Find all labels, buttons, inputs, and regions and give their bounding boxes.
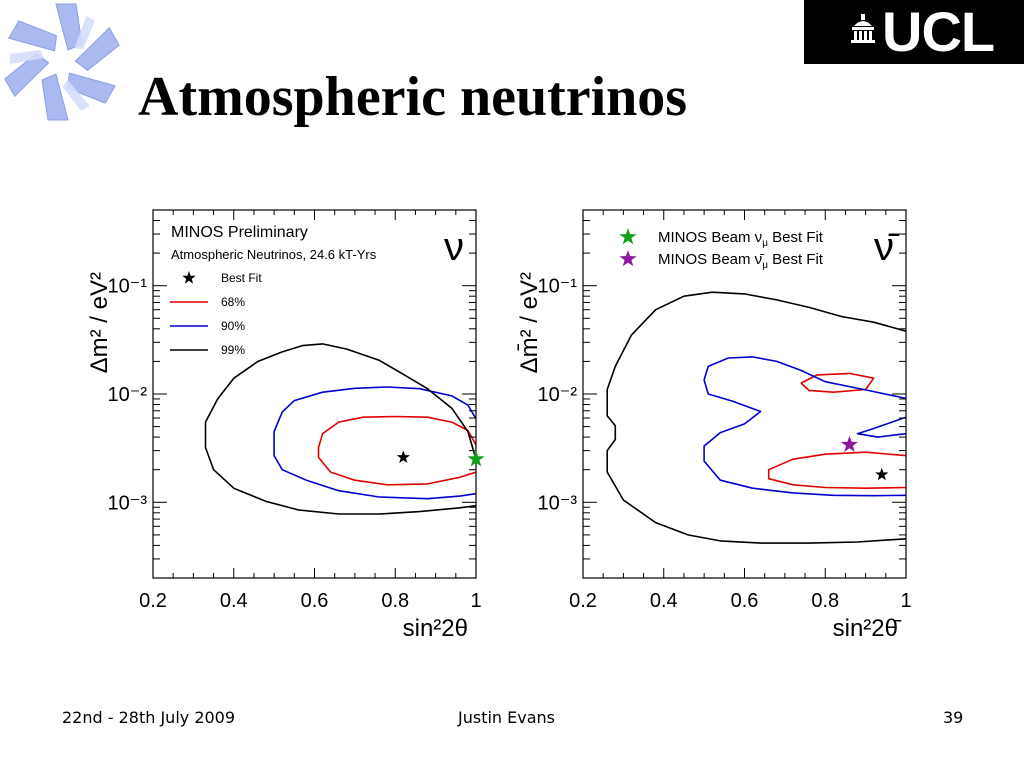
contour-90%-inner (856, 416, 906, 438)
contour-99% (204, 343, 476, 515)
contour-group (204, 343, 476, 515)
contour-68% (767, 451, 906, 489)
footer-date: 22nd - 28th July 2009 (62, 708, 236, 727)
best-fit-marker (875, 467, 889, 481)
contour-90% (703, 356, 906, 497)
x-tick-label: 0.4 (650, 590, 678, 612)
legend-label: 90% (221, 319, 245, 333)
ucl-logo-text: UCL (882, 0, 995, 63)
legend-label-tail: Best Fit (768, 251, 824, 268)
x-tick-label: 1 (470, 590, 481, 612)
x-axis-label: sin²2θ (403, 615, 468, 642)
ucl-logo: UCL (804, 0, 1024, 64)
legend-label: 68% (221, 295, 245, 309)
y-tick-label: 10⁻³ (538, 492, 578, 514)
legend-label-text: MINOS Beam ν̄ (658, 251, 764, 268)
chart-subtitle: Atmospheric Neutrinos, 24.6 kT-Yrs (171, 247, 377, 262)
y-tick-label: 10⁻¹ (538, 276, 578, 298)
footer-author: Justin Evans (458, 708, 555, 727)
y-tick-label: 10⁻² (538, 384, 578, 406)
x-tick-label: 0.8 (811, 590, 839, 612)
y-axis-label: Δm² / eV² (86, 272, 113, 373)
legend-label-text: MINOS Beam ν (658, 229, 762, 246)
legend-label-subscript: μ (762, 238, 768, 249)
y-axis-label: Δm̄² / eV² (516, 272, 543, 373)
legend-label: MINOS Beam ν̄μ Best Fit (658, 251, 824, 271)
beam-nu-best-fit-marker (467, 450, 485, 467)
legend-label-tail: Best Fit (768, 229, 824, 246)
x-tick-label: 0.2 (139, 590, 167, 612)
contour-68%-upper (800, 372, 875, 393)
x-tick-label: 0.4 (220, 590, 248, 612)
x-axis-label: sin²2θ̄ (833, 615, 902, 642)
legend-star-icon (182, 271, 196, 284)
contour-90% (273, 386, 476, 500)
footer-page-number: 39 (943, 708, 964, 727)
panel-symbol: ν̄ (874, 225, 900, 269)
best-fit-marker (396, 450, 410, 463)
panel-symbol: ν (444, 225, 464, 269)
portico-icon (851, 14, 875, 43)
x-tick-label: 0.8 (381, 590, 409, 612)
contour-group (606, 291, 906, 544)
legend-label-subscript: μ (762, 260, 768, 271)
legend-label: 99% (221, 343, 245, 357)
x-tick-label: 0.6 (301, 590, 329, 612)
pinwheel-logo (4, 3, 120, 121)
x-tick-label: 1 (900, 590, 911, 612)
contour-68% (317, 415, 476, 486)
y-tick-label: 10⁻³ (108, 492, 148, 514)
antineutrino-contour-plot: 0.2 0.4 0.6 0.8 1 10⁻¹ 10⁻² 10⁻³ sin²2θ̄ Δm̄² / e… (516, 209, 912, 642)
neutrino-contour-plot: 0.2 0.4 0.6 0.8 1 10⁻¹ 10⁻² 10⁻³ sin²2θ Δm² / eV²… (86, 209, 485, 642)
legend-star-icon (619, 228, 637, 245)
x-tick-label: 0.6 (731, 590, 759, 612)
legend-star-icon (619, 250, 637, 267)
beam-nubar-best-fit-marker (840, 435, 858, 452)
y-tick-label: 10⁻¹ (108, 276, 148, 298)
x-tick-label: 0.2 (569, 590, 597, 612)
y-tick-label: 10⁻² (108, 384, 148, 406)
legend-label: Best Fit (221, 271, 262, 285)
chart-title: MINOS Preliminary (171, 224, 308, 241)
legend-label: MINOS Beam νμ Best Fit (658, 229, 824, 249)
slide-title: Atmospheric neutrinos (138, 66, 688, 128)
contour-99% (606, 291, 906, 544)
